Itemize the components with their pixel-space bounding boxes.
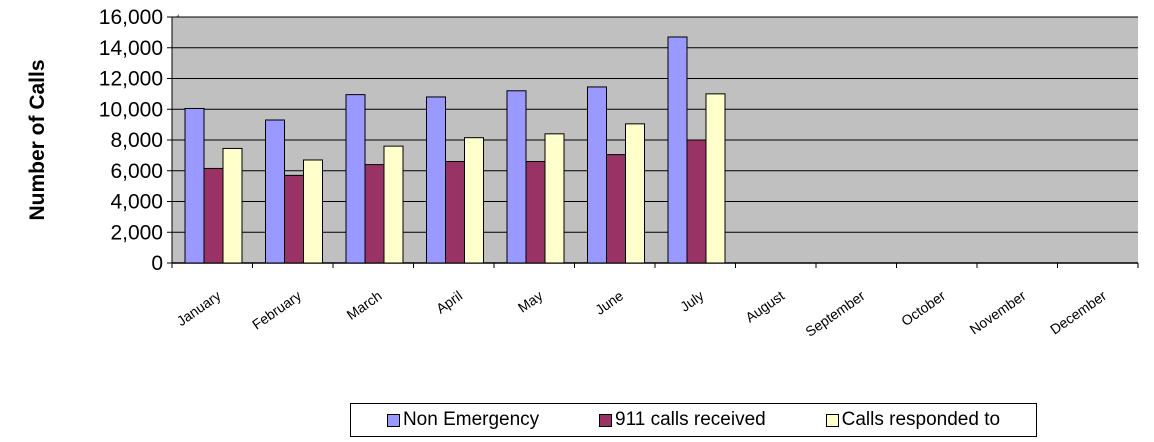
y-tick-label: 12,000 [99, 68, 163, 91]
x-tick-label: February [249, 287, 304, 332]
x-tick-label: November [967, 287, 1029, 337]
y-tick-label: 2,000 [110, 221, 163, 244]
bar-911-calls-received-june [606, 154, 626, 264]
bar-911-calls-received-march [364, 164, 385, 264]
bar-calls-responded-to-january [222, 147, 243, 264]
bar-non-emergency-march [345, 94, 366, 264]
bar-calls-responded-to-march [383, 145, 404, 264]
bar-calls-responded-to-july [705, 93, 726, 264]
legend: Non Emergency 911 calls received Calls res… [350, 403, 1037, 437]
legend-swatch [386, 413, 400, 427]
x-tick-label: March [344, 287, 385, 322]
y-tick-label: 10,000 [99, 98, 163, 121]
x-tick-label: October [898, 287, 948, 329]
legend-item: Calls responded to [825, 409, 1001, 431]
bar-non-emergency-july [667, 36, 688, 264]
legend-swatch [825, 413, 839, 427]
x-tick-label: December [1047, 287, 1109, 337]
x-tick-label: April [433, 287, 465, 316]
y-axis-title: Number of Calls [26, 59, 49, 220]
legend-label: Calls responded to [841, 409, 1001, 430]
x-tick-label: August [742, 287, 787, 325]
x-tick-label: June [592, 287, 626, 318]
bar-calls-responded-to-june [625, 123, 645, 264]
legend-item: Non Emergency [386, 409, 540, 431]
bar-911-calls-received-february [284, 174, 304, 264]
x-tick-label: September [802, 287, 868, 340]
bar-calls-responded-to-may [544, 133, 565, 264]
bar-911-calls-received-january [203, 167, 224, 264]
bar-calls-responded-to-february [303, 159, 323, 264]
y-tick-label: 8,000 [110, 129, 163, 152]
y-tick-label: 0 [151, 252, 163, 275]
x-tick-label: January [174, 287, 224, 329]
bar-non-emergency-january [184, 107, 205, 264]
bar-non-emergency-june [587, 86, 607, 264]
bar-911-calls-received-may [525, 161, 546, 264]
bar-calls-responded-to-april [464, 137, 484, 264]
legend-item: 911 calls received [599, 409, 766, 431]
y-tick-label: 14,000 [99, 37, 163, 60]
bar-non-emergency-may [506, 90, 527, 264]
y-tick-label: 4,000 [110, 191, 163, 214]
bar-non-emergency-april [426, 96, 446, 264]
y-tick-label: 6,000 [110, 160, 163, 183]
legend-label: 911 calls received [615, 409, 766, 430]
bar-non-emergency-february [265, 119, 285, 264]
legend-swatch [599, 413, 613, 427]
legend-label: Non Emergency [402, 409, 540, 430]
bar-911-calls-received-april [445, 161, 465, 264]
x-tick-label: July [677, 287, 707, 314]
y-tick-label: 16,000 [99, 6, 163, 29]
bar-911-calls-received-july [686, 139, 707, 264]
x-tick-label: May [515, 287, 546, 315]
